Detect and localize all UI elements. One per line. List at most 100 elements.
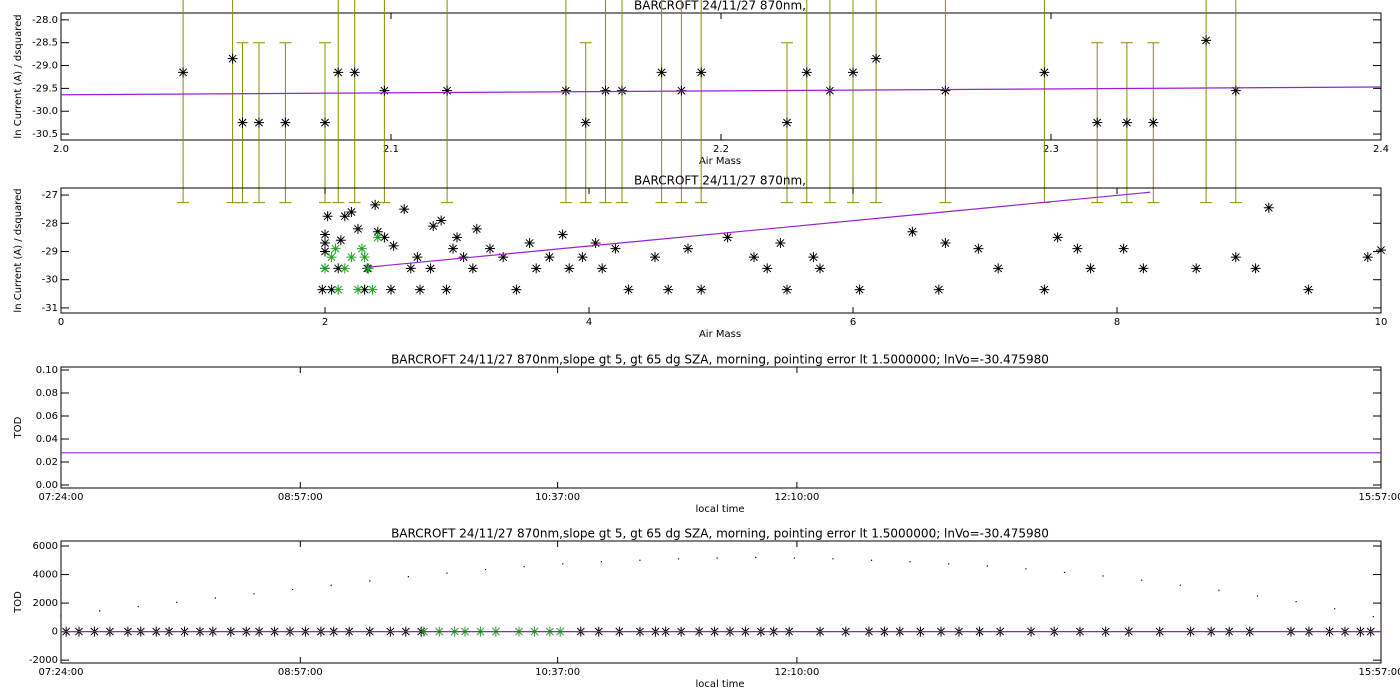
data-point [441, 284, 452, 295]
error-bar [599, 0, 612, 204]
data-point [544, 252, 555, 263]
data-point [511, 284, 522, 295]
data-point [388, 240, 399, 251]
data-point [940, 238, 951, 249]
data-point [854, 284, 865, 295]
data-point [524, 238, 535, 249]
error-bar [800, 0, 813, 204]
data-point [1191, 263, 1202, 274]
y-tick-label: -30.5 [32, 129, 58, 140]
data-point [485, 243, 495, 254]
data-point [1362, 252, 1373, 263]
y-tick-label: 0.04 [36, 434, 58, 445]
data-point [1148, 117, 1159, 128]
y-axis-label: ln Current (A) / dsquared [13, 188, 24, 312]
error-bar [823, 0, 836, 204]
data-point [415, 284, 426, 295]
data-point [1263, 202, 1274, 213]
data-point [356, 243, 367, 254]
data-point [590, 238, 601, 249]
x-tick-label: 2 [322, 317, 328, 328]
data-point [597, 263, 608, 274]
data-point [531, 263, 542, 274]
error-bar [939, 0, 952, 204]
data-point [335, 235, 346, 246]
data-dot [639, 559, 641, 561]
data-point [326, 284, 337, 295]
data-point [412, 252, 423, 263]
x-tick-label: 2.4 [1373, 144, 1389, 155]
data-dot [948, 563, 950, 565]
data-dot [407, 576, 409, 578]
data-dot [1372, 616, 1374, 618]
fit-line [369, 191, 1151, 268]
data-point [683, 243, 693, 254]
data-dot [291, 588, 294, 591]
data-point [650, 252, 660, 263]
data-point [560, 85, 571, 96]
data-point [452, 232, 462, 243]
data-point [1092, 117, 1103, 128]
x-axis-label: Air Mass [699, 329, 741, 340]
data-point [600, 85, 611, 96]
data-point [973, 243, 984, 254]
data-point [442, 85, 453, 96]
data-point [1118, 243, 1129, 254]
y-tick-label: 0 [52, 627, 58, 638]
data-point [353, 284, 363, 295]
data-point [577, 252, 588, 263]
data-point [610, 243, 621, 254]
data-point [379, 232, 390, 243]
error-bar [1229, 0, 1242, 204]
error-bar [870, 0, 883, 204]
data-point [557, 229, 568, 240]
data-point [317, 284, 328, 295]
x-tick-label: 10:37:00 [535, 492, 580, 503]
y-axis-label: TOD [13, 591, 24, 614]
y-tick-label: -28.5 [32, 38, 58, 49]
data-dot [369, 580, 371, 582]
data-point [1052, 232, 1063, 243]
data-dot [1295, 601, 1297, 603]
data-point [372, 226, 383, 237]
data-point [907, 226, 918, 237]
data-point [399, 204, 410, 215]
chart-title: BARCROFT 24/11/27 870nm,slope gt 5, gt 6… [391, 527, 1049, 541]
data-point [320, 117, 330, 128]
data-dot [214, 597, 216, 599]
data-point [933, 284, 944, 295]
error-bar [226, 0, 239, 204]
x-tick-label: 8 [1114, 317, 1120, 328]
data-dot [176, 601, 178, 603]
plot-frame [60, 187, 1382, 314]
error-bar [695, 0, 708, 204]
data-point [333, 284, 344, 295]
data-dot [1334, 608, 1336, 610]
data-dot [755, 556, 757, 559]
data-dot [1063, 571, 1066, 573]
data-dot [793, 557, 795, 559]
y-axis-label: TOD [13, 416, 24, 439]
data-point [372, 232, 383, 243]
x-axis-label: local time [695, 679, 744, 690]
data-point [237, 117, 248, 128]
data-point [1376, 245, 1386, 256]
data-point [320, 229, 330, 240]
data-dot [523, 566, 525, 568]
data-point [993, 263, 1004, 274]
data-point [775, 238, 786, 249]
data-point [467, 263, 478, 274]
data-point [326, 252, 337, 263]
error-bar [378, 0, 391, 204]
data-point [359, 284, 370, 295]
data-point [333, 67, 344, 78]
data-point [656, 67, 667, 78]
data-point [425, 263, 436, 274]
data-point [254, 117, 264, 128]
y-tick-label: 4000 [33, 570, 58, 581]
data-point [1230, 252, 1241, 263]
data-dot [253, 593, 255, 595]
x-tick-label: 15:57:00 [1359, 492, 1400, 503]
y-tick-label: -29.0 [32, 61, 58, 72]
